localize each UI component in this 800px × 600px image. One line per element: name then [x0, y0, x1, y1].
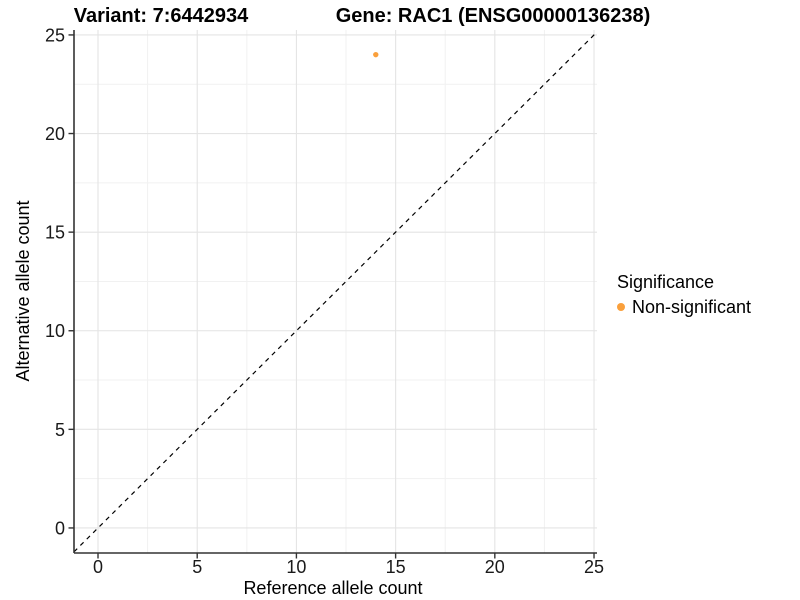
x-tick-label: 20 — [485, 557, 505, 577]
y-tick-label: 25 — [45, 25, 65, 45]
x-tick-label: 15 — [386, 557, 406, 577]
y-tick-label: 10 — [45, 321, 65, 341]
x-tick-label: 10 — [286, 557, 306, 577]
y-tick-label: 15 — [45, 223, 65, 243]
x-tick-label: 25 — [584, 557, 604, 577]
plot-title-variant: Variant: 7:6442934 — [73, 5, 249, 27]
y-tick-label: 5 — [55, 420, 65, 440]
plot-title-gene: Gene: RAC1 (ENSG00000136238) — [335, 5, 651, 27]
identity-dashed-line — [73, 31, 598, 553]
legend-item-label: Non-significant — [632, 297, 752, 317]
legend-title: Significance — [617, 272, 715, 292]
x-tick-label: 5 — [192, 557, 202, 577]
y-axis-title: Alternative allele count — [13, 200, 33, 382]
x-axis-title: Reference allele count — [243, 578, 423, 598]
legend: Significance Non-significant — [617, 271, 751, 318]
legend-item: Non-significant — [617, 296, 751, 318]
y-tick-label: 20 — [45, 124, 65, 144]
legend-key-icon — [617, 303, 625, 311]
y-tick-label: 0 — [55, 518, 65, 538]
scatter-point — [373, 51, 379, 58]
x-tick-label: 0 — [93, 557, 103, 577]
